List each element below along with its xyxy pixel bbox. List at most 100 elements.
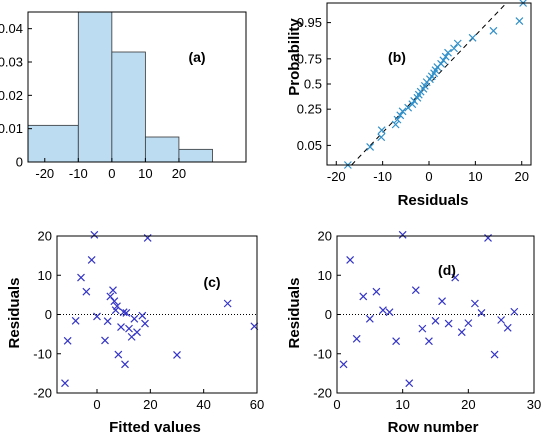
- data-point-marker: [379, 306, 387, 315]
- data-point-marker: [464, 319, 473, 328]
- x-tick-label: -20: [35, 166, 54, 181]
- data-point-marker: [109, 286, 117, 295]
- residual-markers: [337, 230, 534, 388]
- data-point-marker: [396, 111, 405, 120]
- y-tick-label: 0: [325, 307, 332, 322]
- data-point-marker: [87, 256, 96, 264]
- data-point-marker: [141, 319, 149, 328]
- x-tick-label: 10: [395, 397, 409, 412]
- data-point-marker: [122, 309, 131, 317]
- y-tick-label: 20: [38, 229, 52, 244]
- data-point-marker: [130, 314, 139, 323]
- data-point-marker: [439, 56, 448, 65]
- data-point-marker: [392, 337, 401, 346]
- panel-label: (b): [388, 49, 406, 65]
- data-point-marker: [431, 316, 440, 325]
- x-tick-label: 0: [425, 169, 432, 184]
- data-point-marker: [437, 59, 445, 68]
- y-tick-label: 0.25: [297, 102, 322, 117]
- residuals-vs-fitted-panel: 0 20 40 60 -20 -10 0 10 20 (c) Fitted values Res…: [6, 229, 264, 437]
- data-point-marker: [510, 307, 519, 316]
- data-point-marker: [385, 308, 394, 317]
- residual-markers: [57, 230, 259, 388]
- y-tick-label: -20: [313, 386, 332, 401]
- data-point-marker: [489, 26, 498, 35]
- data-point-marker: [372, 287, 381, 296]
- data-point-marker: [441, 52, 450, 61]
- x-tick-label: -10: [69, 166, 88, 181]
- normal-probability-panel: -20 -10 0 10 20 0.05 0.25 0.5 0.75 0.95 (b) Resid…: [286, 0, 532, 209]
- data-point-marker: [173, 351, 181, 359]
- data-point-marker: [117, 323, 125, 331]
- data-point-marker: [352, 334, 361, 343]
- y-tick-label: 0.02: [0, 88, 23, 103]
- data-point-marker: [223, 299, 232, 308]
- residuals-vs-row-panel: 0 10 20 30 -20 -10 0 10 20 (d) Row number Residu…: [286, 229, 541, 437]
- x-tick-label: 30: [527, 397, 541, 412]
- data-point-marker: [425, 337, 433, 346]
- y-tick-label: 0.95: [297, 15, 322, 30]
- x-tick-label: 60: [250, 397, 264, 412]
- x-tick-label: 20: [143, 397, 157, 412]
- x-tick-label: 40: [196, 397, 210, 412]
- y-tick-label: 0: [45, 307, 52, 322]
- x-axis-label: Residuals: [398, 192, 469, 209]
- x-axis-label: Row number: [388, 419, 479, 436]
- y-tick-label: -10: [313, 346, 332, 361]
- histogram-panel: -20 -10 0 10 20 0 0.01 0.02 0.03 0.04 (a): [0, 11, 247, 181]
- data-point-marker: [103, 317, 112, 326]
- data-point-marker: [444, 48, 452, 57]
- plot-frame: [336, 235, 535, 394]
- data-point-marker: [90, 230, 99, 239]
- axis-ticks: 0 20 40 60 -20 -10 0 10 20: [33, 229, 264, 413]
- x-tick-label: 20: [514, 169, 528, 184]
- y-tick-label: 0.03: [0, 55, 23, 70]
- data-point-marker: [490, 350, 499, 359]
- data-point-marker: [121, 360, 129, 369]
- data-point-marker: [393, 115, 402, 124]
- histogram-bars: [27, 11, 213, 163]
- data-point-marker: [93, 312, 101, 321]
- y-tick-label: 10: [318, 268, 332, 283]
- data-point-marker: [110, 297, 119, 306]
- data-point-marker: [450, 44, 458, 53]
- data-point-marker: [71, 316, 80, 325]
- axis-ticks: 0 10 20 30 -20 -10 0 10 20: [313, 229, 541, 413]
- x-tick-label: 0: [333, 397, 340, 412]
- histogram-bar: [111, 51, 146, 163]
- data-point-marker: [366, 142, 375, 151]
- panel-label: (d): [438, 262, 456, 278]
- x-axis-label: Fitted values: [109, 419, 201, 436]
- histogram-bar: [178, 148, 213, 163]
- y-tick-label: 0.01: [0, 121, 23, 136]
- data-point-marker: [398, 107, 407, 116]
- data-point-marker: [119, 308, 128, 317]
- data-point-marker: [470, 299, 479, 308]
- data-point-marker: [411, 286, 420, 295]
- panel-label: (c): [203, 274, 220, 290]
- data-point-marker: [114, 350, 123, 359]
- data-point-marker: [125, 324, 133, 333]
- histogram-bar: [77, 11, 113, 163]
- data-point-marker: [77, 273, 85, 282]
- data-point-marker: [359, 292, 368, 301]
- y-tick-label: 0.75: [297, 51, 322, 66]
- data-point-marker: [61, 379, 69, 388]
- data-point-marker: [503, 323, 512, 332]
- histogram-bar: [27, 124, 79, 163]
- data-point-marker: [444, 319, 453, 328]
- x-tick-label: 10: [468, 169, 482, 184]
- y-axis-label: Probability: [286, 18, 303, 96]
- y-tick-label: 0.04: [0, 21, 23, 36]
- x-tick-label: 0: [93, 397, 100, 412]
- data-point-marker: [497, 316, 506, 324]
- data-point-marker: [515, 17, 524, 26]
- data-point-marker: [377, 133, 386, 142]
- data-point-marker: [346, 256, 355, 264]
- x-tick-label: 20: [461, 397, 475, 412]
- y-tick-label: 20: [318, 229, 332, 244]
- data-point-marker: [377, 126, 386, 135]
- x-tick-label: 0: [108, 166, 115, 181]
- data-point-marker: [398, 230, 407, 239]
